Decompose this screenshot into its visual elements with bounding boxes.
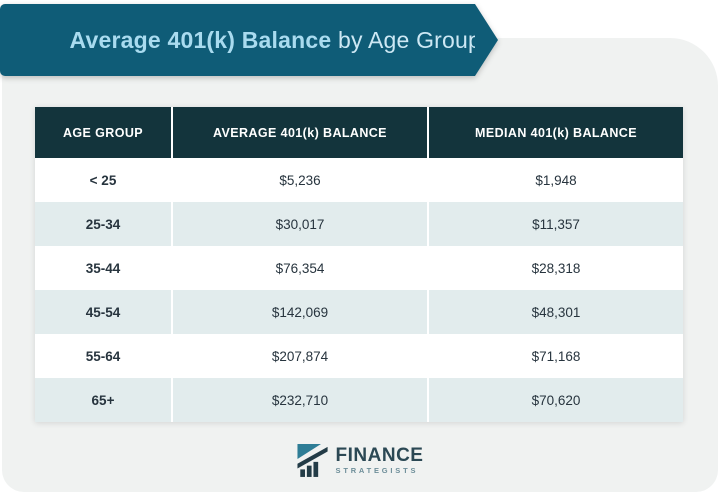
page-title-rest: by Age Groups: [331, 26, 493, 53]
cell-age: 25-34: [35, 202, 171, 246]
cell-median: $70,620: [429, 378, 683, 422]
cell-average: $5,236: [173, 158, 427, 202]
page-title: Average 401(k) Balance by Age Groups: [30, 0, 493, 81]
cell-average: $30,017: [173, 202, 427, 246]
cell-median: $11,357: [429, 202, 683, 246]
cell-average: $232,710: [173, 378, 427, 422]
logo-name: FINANCE: [335, 444, 424, 466]
cell-age: 35-44: [35, 246, 171, 290]
banner-arrow-point: [475, 4, 498, 76]
cell-median: $48,301: [429, 290, 683, 334]
logo-subtitle: STRATEGISTS: [335, 465, 419, 475]
cell-age: 55-64: [35, 334, 171, 378]
column-header-average-balance: AVERAGE 401(k) BALANCE: [173, 107, 427, 158]
finance-strategists-logo-icon: [297, 444, 328, 477]
cell-average: $142,069: [173, 290, 427, 334]
title-banner-body: Average 401(k) Balance by Age Groups: [0, 4, 493, 76]
cell-age: < 25: [35, 158, 171, 202]
cell-age: 45-54: [35, 290, 171, 334]
cell-average: $207,874: [173, 334, 427, 378]
cell-average: $76,354: [173, 246, 427, 290]
balance-table: AGE GROUP AVERAGE 401(k) BALANCE MEDIAN …: [35, 107, 683, 422]
cell-median: $1,948: [429, 158, 683, 202]
column-header-age-group: AGE GROUP: [35, 107, 171, 158]
finance-strategists-logo: FINANCE STRATEGISTS: [297, 443, 424, 477]
title-banner: Average 401(k) Balance by Age Groups: [0, 4, 498, 76]
logo-wordmark: FINANCE STRATEGISTS: [336, 446, 424, 475]
cell-median: $71,168: [429, 334, 683, 378]
column-header-median-balance: MEDIAN 401(k) BALANCE: [429, 107, 683, 158]
cell-median: $28,318: [429, 246, 683, 290]
page-title-bold: Average 401(k) Balance: [69, 26, 332, 53]
cell-age: 65+: [35, 378, 171, 422]
